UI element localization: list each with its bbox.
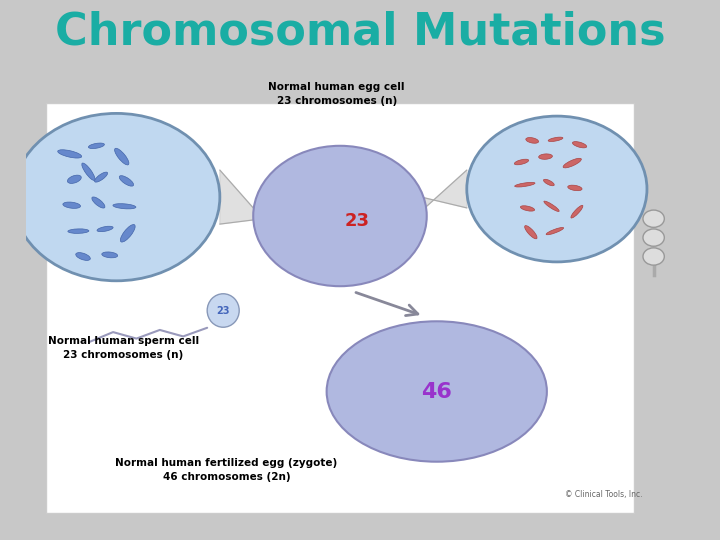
Ellipse shape: [571, 205, 583, 218]
Circle shape: [467, 116, 647, 262]
Ellipse shape: [521, 206, 534, 211]
Ellipse shape: [113, 204, 136, 209]
Text: 23: 23: [217, 306, 230, 315]
Ellipse shape: [82, 163, 95, 180]
Text: 46: 46: [421, 381, 452, 402]
Ellipse shape: [76, 253, 90, 260]
Circle shape: [13, 113, 220, 281]
Ellipse shape: [515, 183, 535, 187]
Ellipse shape: [546, 227, 564, 235]
Text: Normal human fertilized egg (zygote)
46 chromosomes (2n): Normal human fertilized egg (zygote) 46 …: [115, 458, 338, 482]
Ellipse shape: [94, 172, 107, 182]
Circle shape: [643, 248, 665, 265]
Ellipse shape: [526, 138, 539, 143]
Circle shape: [643, 229, 665, 246]
Ellipse shape: [544, 179, 554, 186]
Ellipse shape: [68, 175, 81, 184]
Ellipse shape: [572, 141, 587, 148]
Ellipse shape: [120, 225, 135, 242]
Ellipse shape: [525, 226, 537, 239]
Ellipse shape: [58, 150, 81, 158]
Ellipse shape: [92, 197, 105, 208]
Ellipse shape: [120, 176, 134, 186]
Ellipse shape: [63, 202, 81, 208]
Text: Chromosomal Mutations: Chromosomal Mutations: [55, 11, 665, 54]
FancyBboxPatch shape: [46, 103, 634, 513]
Ellipse shape: [539, 154, 552, 159]
Circle shape: [253, 146, 427, 286]
Ellipse shape: [102, 252, 117, 258]
Ellipse shape: [548, 137, 563, 141]
Ellipse shape: [563, 158, 581, 168]
Text: Normal human sperm cell
23 chromosomes (n): Normal human sperm cell 23 chromosomes (…: [48, 336, 199, 360]
Ellipse shape: [89, 143, 104, 148]
Text: Normal human egg cell
23 chromosomes (n): Normal human egg cell 23 chromosomes (n): [269, 82, 405, 106]
Polygon shape: [220, 170, 303, 265]
Ellipse shape: [568, 185, 582, 191]
Ellipse shape: [207, 294, 239, 327]
Ellipse shape: [114, 148, 129, 165]
Ellipse shape: [68, 229, 89, 233]
Text: © Clinical Tools, Inc.: © Clinical Tools, Inc.: [565, 490, 642, 498]
Circle shape: [643, 210, 665, 227]
Text: 23: 23: [344, 212, 369, 231]
Ellipse shape: [514, 159, 528, 165]
Ellipse shape: [544, 201, 559, 212]
Ellipse shape: [327, 321, 547, 462]
Ellipse shape: [97, 226, 113, 232]
Polygon shape: [380, 170, 467, 248]
